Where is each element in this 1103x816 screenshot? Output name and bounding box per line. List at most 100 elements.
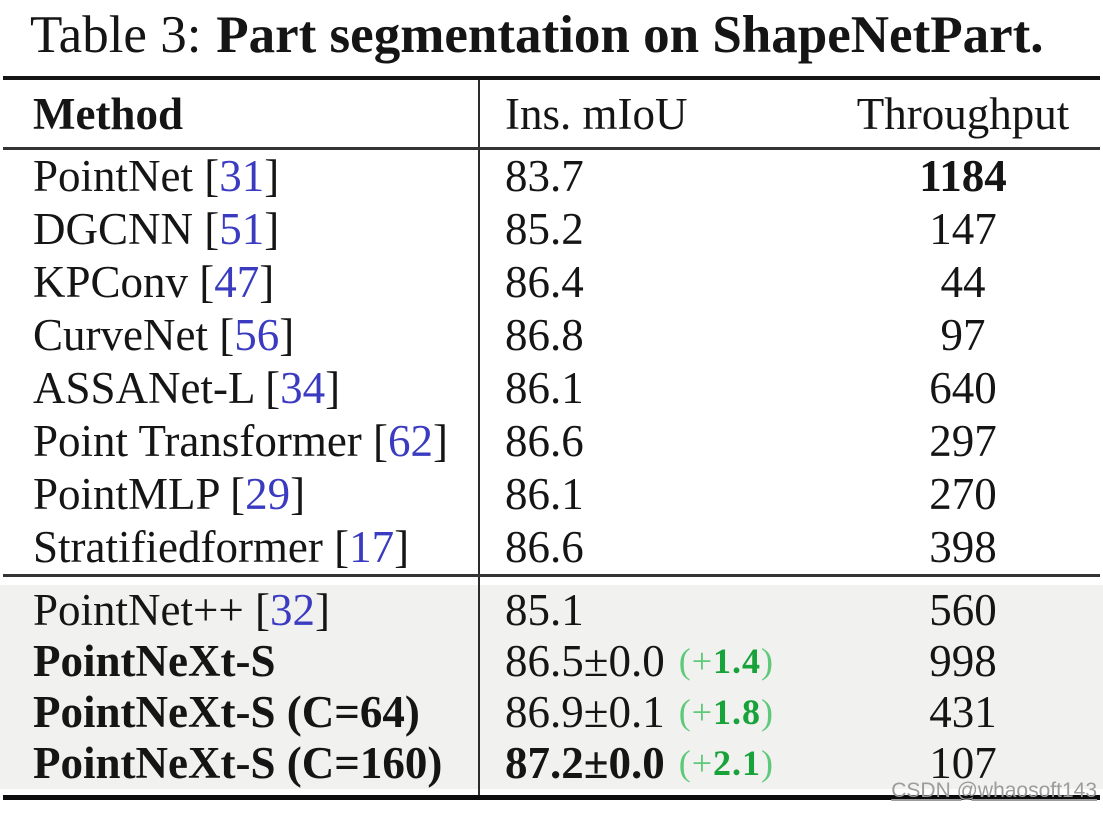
throughput-cell: 998 <box>929 636 997 686</box>
method-name: PointNeXt-S (C=64) <box>33 687 420 737</box>
miou-cell: 85.2 <box>478 203 830 256</box>
citation-link[interactable]: 56 <box>234 310 280 360</box>
miou-cell: 86.5±0.0 (+1.4) <box>478 636 830 687</box>
table-row: ASSANet-L [34] 86.1 640 <box>0 362 1103 415</box>
method-cell: PointMLP [29] <box>33 469 306 519</box>
throughput-cell: 297 <box>929 416 997 466</box>
miou-value: 86.6 <box>505 522 584 572</box>
method-name: KPConv <box>33 257 189 307</box>
throughput-cell: 1184 <box>919 151 1007 201</box>
method-name: Point Transformer <box>33 416 362 466</box>
table-row: PointNeXt-S 86.5±0.0 (+1.4) 998 <box>0 636 1103 687</box>
method-name: CurveNet <box>33 310 208 360</box>
table-section-highlighted: PointNet++ [32] 85.1 560 PointNeXt-S 86.5±0.… <box>0 585 1103 789</box>
caption-title: Part segmentation on ShapeNetPart. <box>216 6 1044 64</box>
header-rule <box>3 147 1100 150</box>
miou-value: 86.6 <box>505 416 584 466</box>
miou-cell: 86.8 <box>478 309 830 362</box>
miou-value: 86.1 <box>505 469 584 519</box>
section-rule <box>3 574 1100 577</box>
method-cell: CurveNet [56] <box>33 310 295 360</box>
delta-open: (+ <box>678 743 713 783</box>
throughput-cell: 398 <box>929 522 997 572</box>
method-cell: PointNet++ [32] <box>33 585 331 635</box>
delta-close: ) <box>761 692 774 732</box>
col-header-throughput: Throughput <box>856 88 1070 139</box>
method-name: PointNeXt-S <box>33 636 276 686</box>
miou-value: 86.9±0.1 <box>505 687 665 737</box>
citation-link[interactable]: 32 <box>270 585 316 635</box>
citation-link[interactable]: 51 <box>219 204 265 254</box>
citation-link[interactable]: 62 <box>388 416 434 466</box>
citation-link[interactable]: 17 <box>349 522 395 572</box>
delta-value: 2.1 <box>713 743 761 783</box>
miou-value: 86.5±0.0 <box>505 636 665 686</box>
miou-value: 86.8 <box>505 310 584 360</box>
miou-delta: (+1.4) <box>679 636 774 687</box>
method-name: PointNeXt-S (C=160) <box>33 738 443 788</box>
table-row: DGCNN [51] 85.2 147 <box>0 203 1103 256</box>
delta-open: (+ <box>678 641 713 681</box>
method-cell: KPConv [47] <box>33 257 275 307</box>
miou-value: 85.2 <box>505 204 584 254</box>
throughput-cell: 147 <box>929 204 997 254</box>
miou-value: 86.1 <box>505 363 584 413</box>
miou-cell: 86.1 <box>478 362 830 415</box>
bottom-gap <box>478 789 480 795</box>
delta-value: 1.4 <box>713 641 761 681</box>
throughput-cell: 97 <box>940 310 986 360</box>
col-header-miou: Ins. mIoU <box>478 80 830 147</box>
throughput-cell: 560 <box>929 585 997 635</box>
miou-cell: 86.9±0.1 (+1.8) <box>478 687 830 738</box>
miou-cell: 86.4 <box>478 256 830 309</box>
table-row: PointNeXt-S (C=160) 87.2±0.0 (+2.1) 107 <box>0 738 1103 789</box>
method-name: DGCNN <box>33 204 194 254</box>
delta-close: ) <box>761 743 774 783</box>
miou-value: 83.7 <box>505 151 584 201</box>
throughput-cell: 431 <box>929 687 997 737</box>
delta-close: ) <box>761 641 774 681</box>
delta-open: (+ <box>678 692 713 732</box>
method-cell: Point Transformer [62] <box>33 416 449 466</box>
section-gap <box>478 577 480 585</box>
table-row: PointNet++ [32] 85.1 560 <box>0 585 1103 636</box>
method-name: PointMLP <box>33 469 219 519</box>
miou-cell: 86.1 <box>478 468 830 521</box>
method-name: PointNet <box>33 151 194 201</box>
method-name: PointNet++ <box>33 585 244 635</box>
method-cell: PointNeXt-S (C=64) <box>33 687 478 738</box>
table-caption: Table 3: Part segmentation on ShapeNetPar… <box>30 4 1103 66</box>
citation-link[interactable]: 29 <box>245 469 291 519</box>
miou-cell: 86.6 <box>478 521 830 574</box>
method-cell: PointNet [31] <box>33 151 280 201</box>
throughput-cell: 640 <box>929 363 997 413</box>
throughput-cell: 44 <box>940 257 986 307</box>
bottom-rule <box>3 795 1100 800</box>
top-rule <box>3 76 1100 80</box>
throughput-cell: 270 <box>929 469 997 519</box>
table-row: Point Transformer [62] 86.6 297 <box>0 415 1103 468</box>
citation-link[interactable]: 31 <box>219 151 265 201</box>
table-row: KPConv [47] 86.4 44 <box>0 256 1103 309</box>
delta-value: 1.8 <box>713 692 761 732</box>
method-cell: ASSANet-L [34] <box>33 363 341 413</box>
table-row: Stratifiedformer [17] 86.6 398 <box>0 521 1103 574</box>
miou-cell: 85.1 <box>478 585 830 636</box>
table-row: PointNeXt-S (C=64) 86.9±0.1 (+1.8) 431 <box>0 687 1103 738</box>
watermark: CSDN @whaosoft143 <box>891 779 1097 802</box>
miou-delta: (+1.8) <box>679 687 774 738</box>
throughput-cell: 107 <box>929 738 997 788</box>
miou-value: 85.1 <box>505 585 584 635</box>
caption-label: Table 3: <box>30 6 202 64</box>
table-section-baselines: PointNet [31] 83.7 1184 DGCNN [51] 85.2 147 KP… <box>0 150 1103 574</box>
citation-link[interactable]: 47 <box>214 257 260 307</box>
table-row: PointNet [31] 83.7 1184 <box>0 150 1103 203</box>
miou-value: 87.2±0.0 <box>505 738 665 788</box>
miou-cell: 83.7 <box>478 150 830 203</box>
method-cell: PointNeXt-S (C=160) <box>33 738 478 789</box>
header-row: Method Ins. mIoU Throughput <box>0 80 1103 147</box>
method-cell: DGCNN [51] <box>33 204 280 254</box>
miou-cell: 87.2±0.0 (+2.1) <box>478 738 830 789</box>
citation-link[interactable]: 34 <box>280 363 326 413</box>
